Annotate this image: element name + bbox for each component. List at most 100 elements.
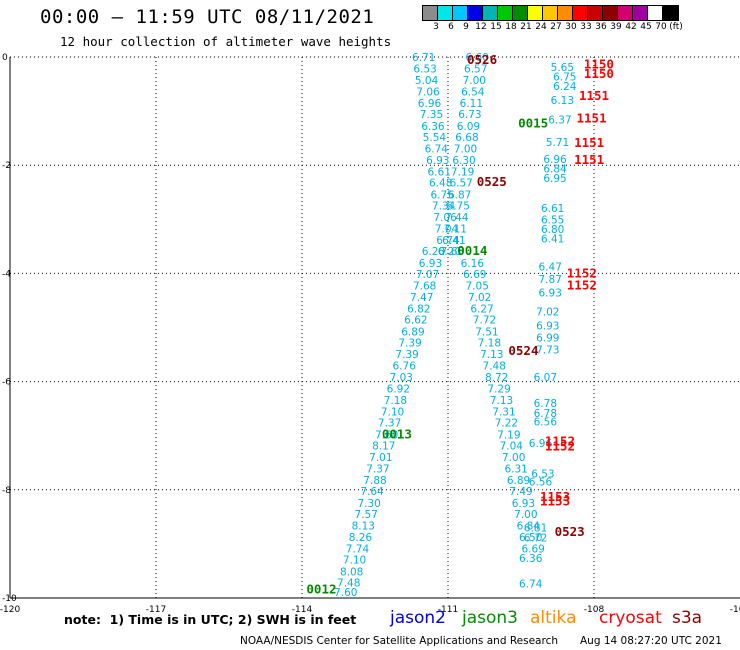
latitude-label: -2	[2, 161, 11, 171]
axis-labels: -120 -117 -114 -111 -108 -105 0 -2 -4 -6 -8 -10	[0, 53, 740, 615]
wave-height-value: 7.48	[483, 361, 506, 373]
wave-height-value: 6.93	[536, 320, 559, 332]
wave-height-value: 7.07	[416, 269, 439, 281]
color-swatch	[588, 6, 603, 20]
wave-height-value: 5.54	[423, 132, 447, 144]
color-swatch	[468, 6, 483, 20]
pass-time-label: 1152	[545, 433, 575, 448]
wave-height-value: 7.30	[357, 498, 380, 510]
wave-height-value: 6.61	[541, 203, 564, 215]
color-scale-label: 39	[610, 22, 622, 32]
color-swatch	[528, 6, 543, 20]
wave-height-value: 8.08	[340, 566, 363, 578]
wave-height-value: 6.93	[512, 498, 535, 510]
longitude-label: -120	[0, 605, 20, 615]
wave-height-value: 6.36	[519, 553, 543, 565]
latitude-label: -4	[2, 269, 11, 279]
satellite-altika: altika	[530, 608, 577, 628]
wave-height-value: 6.37	[548, 115, 571, 127]
color-scale-label: 12	[475, 22, 487, 32]
wave-height-value: 7.47	[410, 292, 433, 304]
pass-time-label: 0012	[306, 581, 336, 596]
pass-time-label: 1151	[574, 152, 604, 167]
longitude-label: -105	[730, 605, 740, 615]
satellite-s3a: s3a	[672, 608, 703, 628]
wave-height-value: 6.71	[412, 52, 435, 64]
wave-height-value: 6.41	[541, 233, 564, 245]
satellite-cryosat: cryosat	[599, 608, 662, 628]
wave-height-value: 5.71	[546, 137, 569, 149]
pass-time-labels: 0526 0015 0525 0014 0524 0013 0523 0012 11501150…	[306, 52, 614, 596]
wave-height-value: 6.69	[521, 543, 544, 555]
longitude-label: -111	[438, 605, 458, 615]
wave-height-value: 7.01	[369, 452, 392, 464]
wave-height-value: 7.64	[360, 486, 384, 498]
wave-height-value: 7.60	[375, 429, 398, 441]
color-swatch	[483, 6, 498, 20]
generated-timestamp: Aug 14 08:27:20 UTC 2021	[580, 635, 722, 647]
color-scale-label: 24	[535, 22, 547, 32]
wave-height-value: 7.04	[500, 441, 524, 453]
wave-height-value: 7.37	[378, 418, 401, 430]
wave-height-value: 7.03	[390, 372, 413, 384]
pass-time-label: 1152	[567, 277, 597, 292]
longitude-label: -108	[584, 605, 605, 615]
pass-time-label: 0525	[477, 174, 507, 189]
wave-height-value: 6.50	[519, 532, 542, 544]
wave-height-value: 7.10	[343, 555, 366, 567]
color-scale-label: 27	[550, 22, 562, 32]
wave-height-value: 7.00	[502, 452, 525, 464]
wave-height-value: 7.19	[451, 166, 474, 178]
wave-height-value: 7.06	[433, 212, 457, 224]
wave-height-value: 6.69	[463, 269, 486, 281]
color-scale-label: 15	[490, 22, 502, 32]
credit-line: NOAA/NESDIS Center for Satellite Applica…	[240, 635, 558, 647]
wave-height-value: 7.73	[536, 344, 559, 356]
pass-time-label: 1151	[579, 88, 609, 103]
wave-height-value: 6.11	[460, 98, 483, 110]
wave-height-value: 7.10	[381, 406, 404, 418]
wave-height-value: 7.49	[509, 486, 532, 498]
wave-height-value: 6.96	[529, 438, 553, 450]
wave-height-value: 6.24	[553, 81, 577, 93]
wave-height-value: 6.20	[438, 246, 461, 258]
color-scale-label: 6	[448, 22, 454, 32]
wave-height-value: 5.04	[415, 75, 439, 87]
wave-height-value: 6.48	[429, 178, 452, 190]
wave-height-value: 6.53	[413, 63, 436, 75]
color-swatch	[453, 6, 468, 20]
wave-height-value: 7.87	[539, 274, 562, 286]
wave-height-value: 6.93	[426, 155, 449, 167]
wave-height-value: 8.72	[485, 372, 508, 384]
pass-time-label: 1150	[584, 57, 614, 72]
wave-height-value: 6.78	[534, 398, 557, 410]
color-swatch	[618, 6, 633, 20]
pass-time-label: 0526	[467, 52, 497, 67]
wave-height-value: 7.37	[366, 464, 389, 476]
wave-height-value: 6.81	[524, 522, 547, 534]
color-swatch	[648, 6, 663, 20]
wave-height-value: 6.60	[466, 52, 489, 64]
wave-height-value: 6.16	[461, 258, 485, 270]
wave-height-value: 6.84	[517, 520, 541, 532]
wave-height-value: 7.02	[468, 292, 491, 304]
lat-lon-grid	[9, 56, 740, 599]
wave-height-value: 6.99	[536, 333, 559, 345]
wave-height-value: 6.78	[534, 408, 557, 420]
wave-height-value: 7.04	[435, 224, 459, 236]
wave-height-value: 6.72	[524, 533, 547, 545]
wave-height-value: 6.09	[457, 121, 480, 133]
color-swatch	[438, 6, 453, 20]
color-scale-label: 21	[520, 22, 532, 32]
wave-height-value: 7.44	[445, 212, 469, 224]
latitude-label: 0	[2, 53, 8, 63]
wave-height-value: 8.26	[349, 532, 373, 544]
color-swatch	[513, 6, 528, 20]
wave-height-value: 6.41	[442, 235, 465, 247]
wave-height-value: 6.96	[543, 154, 567, 166]
color-swatch	[543, 6, 558, 20]
wave-height-value: 7.18	[384, 395, 407, 407]
pass-time-label: 0523	[555, 524, 585, 539]
wave-height-value: 7.39	[395, 349, 418, 361]
